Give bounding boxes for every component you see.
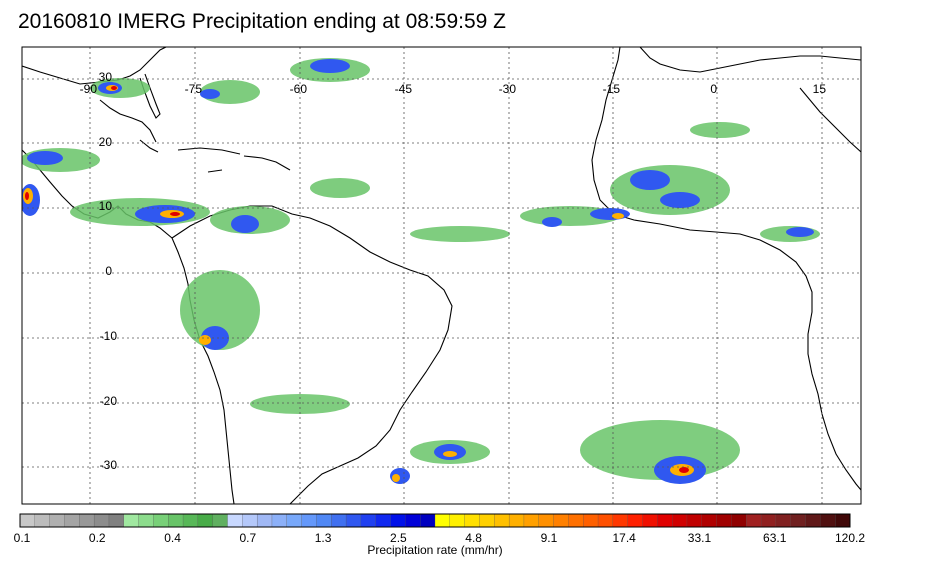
colorbar-cell: [331, 513, 347, 528]
colorbar-cell: [746, 513, 762, 528]
colorbar-cell: [716, 513, 732, 528]
lat-label: 20: [99, 135, 113, 149]
lat-labels: 30 20 10 0 -10 -20 -30: [99, 70, 118, 472]
colorbar-cell: [420, 513, 436, 528]
colorbar-cell: [508, 513, 525, 528]
lat-label: 0: [105, 264, 112, 278]
colorbar-tick-label: 0.1: [13, 531, 31, 545]
colorbar-cell: [405, 513, 421, 528]
colorbar-cell: [93, 513, 110, 528]
colorbar-cell: [835, 513, 851, 528]
lon-label: -60: [290, 82, 308, 96]
colorbar-cell: [390, 513, 406, 528]
colorbar-cell: [286, 513, 303, 528]
colorbar-cell: [360, 513, 377, 528]
lon-label: 0: [710, 82, 717, 96]
colorbar-cell: [153, 513, 169, 528]
colorbar-cell: [671, 513, 688, 528]
colorbar-cell: [138, 513, 154, 528]
colorbar-cell: [686, 513, 703, 528]
lat-label: -20: [100, 394, 118, 408]
colorbar-cell: [642, 513, 658, 528]
lat-label: 30: [99, 70, 113, 84]
colorbar-tick-label: 33.1: [687, 531, 712, 545]
map-title: 20160810 IMERG Precipitation ending at 0…: [18, 10, 506, 33]
lon-label: -15: [603, 82, 621, 96]
colorbar-cell: [760, 513, 777, 528]
lat-label: -30: [100, 458, 118, 472]
colorbar-tick-label: 0.4: [164, 531, 181, 545]
colorbar-cell: [212, 513, 228, 528]
colorbar-cell: [108, 513, 125, 528]
map-frame: [21, 46, 862, 505]
colorbar-cell: [34, 513, 51, 528]
lon-labels: -90 -75 -60 -45 -30 -15 0 15: [80, 82, 827, 96]
colorbar-cell: [731, 513, 747, 528]
colorbar-cell: [64, 513, 80, 528]
colorbar-cell: [494, 513, 510, 528]
colorbar-cell: [301, 513, 317, 528]
lat-label: 10: [99, 199, 113, 213]
colorbar-cell: [345, 513, 362, 528]
colorbar-cell: [775, 513, 792, 528]
colorbar-cell: [256, 513, 273, 528]
colorbar-cell: [123, 513, 140, 528]
colorbar-tick-label: 17.4: [612, 531, 636, 545]
colorbar-cell: [583, 513, 599, 528]
colorbar-cell: [479, 513, 495, 528]
colorbar-cell: [523, 513, 540, 528]
colorbar-cell: [49, 513, 65, 528]
colorbar-cell: [182, 513, 199, 528]
gridlines: [22, 47, 861, 504]
colorbar-cell: [597, 513, 614, 528]
precipitation-cells: [22, 58, 820, 484]
colorbar-cell: [197, 513, 214, 528]
colorbar-cell: [805, 513, 821, 528]
colorbar-tick-label: 2.5: [390, 531, 407, 545]
lon-label: -75: [185, 82, 203, 96]
colorbar-cell: [375, 513, 391, 528]
colorbar-tick-label: 1.3: [314, 531, 332, 545]
colorbar-cell: [657, 513, 673, 528]
colorbar-cell: [553, 513, 569, 528]
colorbar-tick-label: 4.8: [465, 531, 482, 545]
colorbar-cell: [316, 513, 332, 528]
lon-label: -45: [395, 82, 413, 96]
colorbar-cell: [538, 513, 555, 528]
colorbar-cell: [627, 513, 643, 528]
colorbar-tick-label: 0.7: [239, 531, 257, 545]
colorbar-cell: [271, 513, 288, 528]
colorbar-cell: [19, 513, 36, 528]
lon-label: -30: [499, 82, 517, 96]
colorbar-tick-label: 0.2: [88, 531, 106, 545]
colorbar-tick-label: 63.1: [763, 531, 787, 545]
colorbar-cell: [79, 513, 95, 528]
colorbar-tick-label: 120.2: [834, 531, 866, 545]
lat-label: -10: [100, 329, 118, 343]
lon-label: -90: [80, 82, 98, 96]
colorbar-cell: [568, 513, 584, 528]
colorbar-cell: [790, 513, 806, 528]
colorbar-tick-label: 9.1: [540, 531, 558, 545]
colorbar-cell: [227, 513, 243, 528]
colorbar-cell: [820, 513, 836, 528]
colorbar-cell: [168, 513, 184, 528]
colorbar-title: Precipitation rate (mm/hr): [367, 543, 503, 557]
colorbar-cell: [449, 513, 466, 528]
colorbar-cell: [464, 513, 480, 528]
lon-label: 15: [813, 82, 827, 96]
colorbar-cell: [701, 513, 718, 528]
colorbar-cell: [242, 513, 258, 528]
colorbar-cell: [612, 513, 629, 528]
colorbar-cell: [434, 513, 451, 528]
